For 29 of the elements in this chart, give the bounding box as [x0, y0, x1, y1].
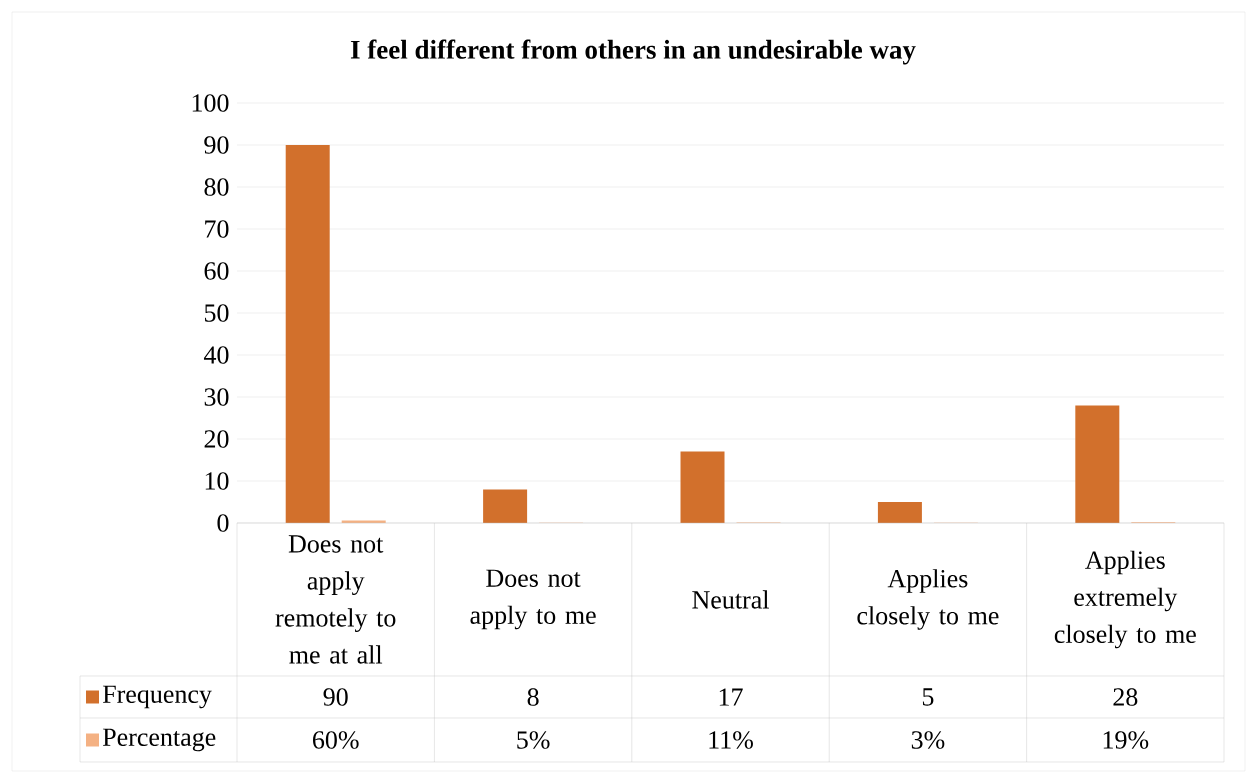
chart-title: I feel different from others in an undesirable way — [350, 39, 916, 65]
y-tick-label: 40 — [203, 346, 229, 364]
data-label: 3% — [911, 731, 945, 749]
y-tick-label: 60 — [204, 262, 229, 280]
y-tick-label: 80 — [204, 178, 229, 196]
data-label: 8 — [527, 688, 539, 706]
data-label: 60% — [312, 731, 359, 749]
data-label: 90 — [323, 688, 348, 706]
y-tick-label: 100 — [192, 94, 229, 112]
legend-label: Frequency — [102, 685, 212, 709]
data-label: 17 — [719, 688, 743, 706]
data-label: 28 — [1113, 688, 1138, 706]
y-tick-label: 90 — [204, 136, 229, 154]
x-tick-label: Applies extremely closely to me — [1054, 550, 1196, 649]
x-tick-label: Applies closely to me — [857, 569, 999, 630]
data-label: 5% — [517, 731, 550, 749]
y-tick-label: 30 — [204, 388, 229, 406]
y-tick-label: 20 — [204, 430, 229, 448]
data-label: 11% — [709, 731, 753, 749]
y-tick-label: 0 — [217, 514, 229, 532]
data-label: 5 — [922, 688, 934, 706]
x-tick-label: Does not apply to me — [470, 569, 596, 630]
x-tick-label: Neutral — [692, 590, 769, 609]
x-tick-label: Does not apply remotely to me at all — [275, 535, 396, 664]
y-tick-label: 70 — [205, 220, 229, 238]
data-label: 19% — [1103, 731, 1149, 749]
y-tick-label: 10 — [205, 472, 229, 490]
legend-label: Percentage — [102, 728, 216, 752]
y-tick-label: 50 — [204, 304, 229, 322]
